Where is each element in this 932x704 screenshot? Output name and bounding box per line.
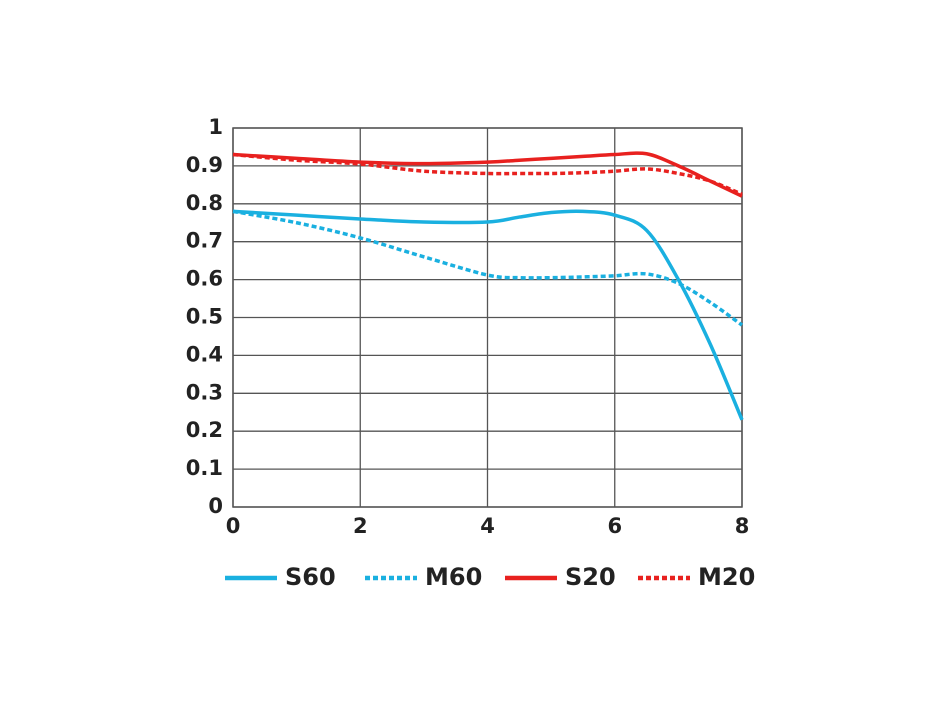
y-tick-label: 0.7 (186, 229, 223, 253)
series-line (232, 151, 743, 198)
y-tick-label: 0.1 (186, 456, 223, 480)
y-tick-label: 0 (208, 494, 223, 518)
legend-label: M20 (698, 563, 755, 591)
legend-label: M60 (425, 563, 482, 591)
y-tick-label: 0.3 (186, 380, 223, 404)
y-tick-label: 0.4 (186, 342, 223, 366)
y-tick-label: 1 (208, 115, 223, 139)
series-line (232, 209, 744, 327)
y-tick-label: 0.2 (186, 418, 223, 442)
y-tick-label: 0.9 (186, 153, 223, 177)
series-line (232, 209, 744, 421)
x-tick-label: 8 (735, 514, 750, 538)
plot-frame (232, 127, 743, 508)
y-tick-label: 0.6 (186, 267, 223, 291)
x-tick-label: 2 (353, 514, 368, 538)
y-tick-label: 0.8 (186, 191, 223, 215)
x-tick-label: 6 (607, 514, 622, 538)
y-tick-label: 0.5 (186, 305, 223, 329)
legend-label: S20 (565, 563, 616, 591)
x-tick-label: 4 (480, 514, 495, 538)
x-tick-label: 0 (226, 514, 241, 538)
legend-label: S60 (285, 563, 336, 591)
